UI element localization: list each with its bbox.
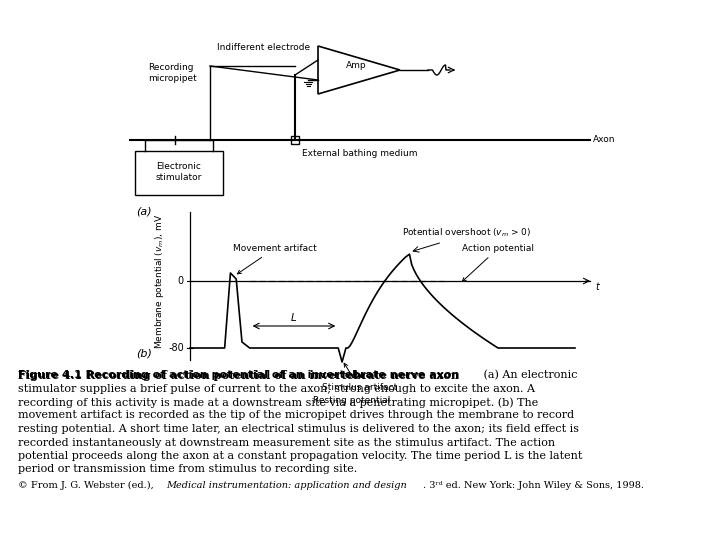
Text: -80: -80 [168, 343, 184, 353]
Text: t: t [595, 282, 599, 292]
Text: recording of this activity is made at a downstream site via a penetrating microp: recording of this activity is made at a … [18, 397, 539, 408]
Text: 0: 0 [178, 276, 184, 286]
Text: External bathing medium: External bathing medium [302, 149, 418, 158]
Text: recorded instantaneously at downstream measurement site as the stimulus artifact: recorded instantaneously at downstream m… [18, 437, 555, 448]
Text: . 3ʳᵈ ed. New York: John Wiley & Sons, 1998.: . 3ʳᵈ ed. New York: John Wiley & Sons, 1… [423, 481, 644, 489]
Text: Medical instrumentation: application and design: Medical instrumentation: application and… [166, 481, 407, 489]
Text: (a): (a) [136, 207, 152, 217]
Text: (a) An electronic: (a) An electronic [480, 370, 577, 380]
Text: Membrane potential ($v_m$), mV: Membrane potential ($v_m$), mV [153, 213, 166, 349]
Text: © From J. G. Webster (ed.),: © From J. G. Webster (ed.), [18, 481, 157, 490]
Text: Action potential: Action potential [462, 244, 534, 281]
Text: Indifferent electrode: Indifferent electrode [217, 44, 310, 52]
Text: Figure 4.1 Recording of action potential of an invertebrate nerve axon: Figure 4.1 Recording of action potential… [18, 370, 459, 381]
Text: Stimulus artifact: Stimulus artifact [322, 363, 397, 392]
Text: Recording
micropipet: Recording micropipet [148, 63, 197, 83]
Text: stimulator supplies a brief pulse of current to the axon, strong enough to excit: stimulator supplies a brief pulse of cur… [18, 383, 535, 394]
Text: movement artifact is recorded as the tip of the micropipet drives through the me: movement artifact is recorded as the tip… [18, 410, 574, 421]
Text: potential proceeds along the axon at a constant propagation velocity. The time p: potential proceeds along the axon at a c… [18, 451, 582, 461]
Text: Electronic
stimulator: Electronic stimulator [156, 162, 202, 182]
Text: Axon: Axon [593, 134, 616, 144]
Text: Figure 4.1 Recording of action potential of an invertebrate nerve axon: Figure 4.1 Recording of action potential… [18, 370, 459, 380]
Bar [135, 151, 223, 195]
Bar [291, 136, 299, 144]
Text: Resting potential: Resting potential [313, 396, 390, 405]
Text: (b): (b) [136, 348, 152, 358]
Text: Potential overshoot ($v_m$ > 0): Potential overshoot ($v_m$ > 0) [402, 227, 532, 239]
Text: resting potential. A short time later, an electrical stimulus is delivered to th: resting potential. A short time later, a… [18, 424, 579, 434]
Text: L: L [291, 313, 297, 323]
Text: Amp: Amp [346, 60, 366, 70]
Text: period or transmission time from stimulus to recording site.: period or transmission time from stimulu… [18, 464, 357, 475]
Text: Movement artifact: Movement artifact [233, 244, 317, 274]
